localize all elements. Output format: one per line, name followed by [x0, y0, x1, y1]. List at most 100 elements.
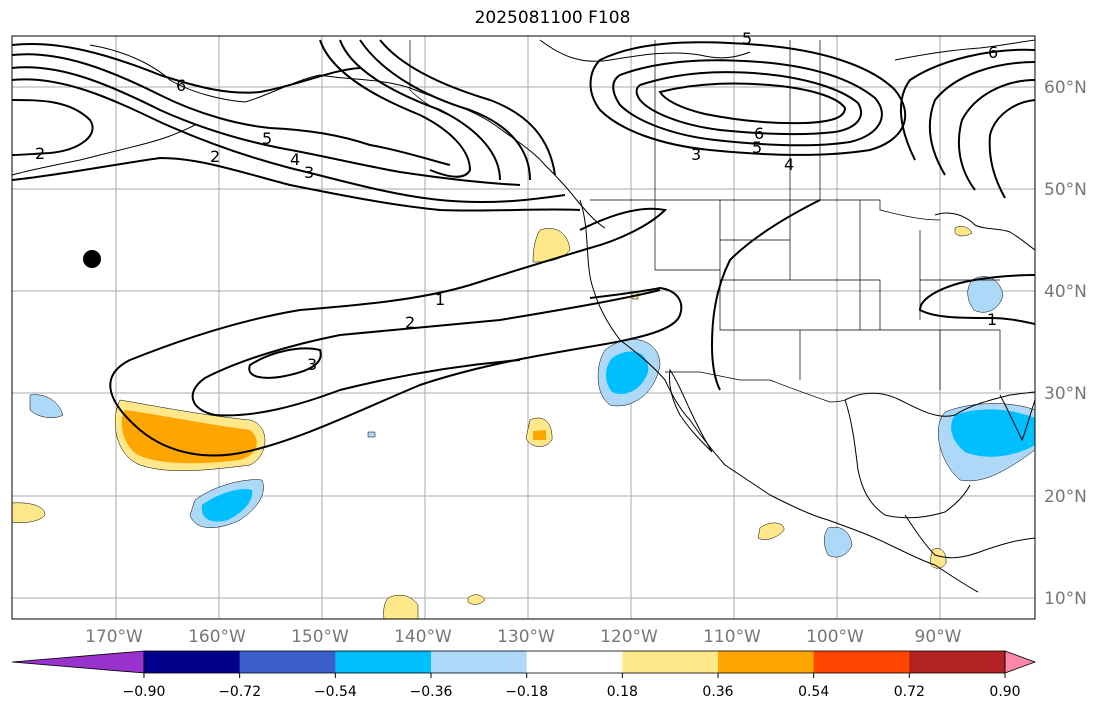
positive-anomaly-patch [532, 228, 571, 263]
contour-ring-canada-3 [589, 41, 907, 156]
colorbar-box [335, 651, 432, 673]
lon-label: 100°W [806, 627, 864, 647]
contour-label: 2 [210, 147, 220, 166]
negative-anomaly-core [951, 409, 1035, 457]
contour-label: 6 [988, 43, 998, 62]
north-america-west-coast [579, 199, 979, 593]
lat-label: 30°N [1044, 384, 1087, 404]
positive-anomaly-core [121, 410, 257, 464]
coastlines [11, 39, 1036, 593]
positive-anomaly-patch [954, 226, 973, 237]
colorbar-box [718, 651, 815, 673]
contour-line-5 [11, 53, 451, 166]
contour-label: 3 [304, 163, 314, 182]
colorbar-tick-label: 0.18 [607, 684, 638, 700]
canada-provinces [654, 40, 821, 200]
contour-label: 5 [262, 129, 272, 148]
contour-ring-north-pacific [319, 39, 556, 181]
positive-anomaly-patch [757, 522, 785, 540]
contour-ring-canada-4 [612, 59, 883, 147]
contour-label: 3 [691, 145, 701, 164]
lon-label: 90°W [915, 627, 962, 647]
baja-california [669, 368, 713, 453]
alaska-coast [89, 44, 606, 229]
contour-line-east-1 [918, 274, 1036, 325]
point-marker [83, 250, 101, 268]
contour-east-arcs [899, 48, 1036, 199]
contour-label: 3 [307, 355, 317, 374]
negative-anomaly-core [201, 489, 253, 522]
colorbar-tick-label: −0.72 [218, 684, 261, 700]
map-title: 2025081100 F108 [474, 8, 631, 28]
colorbar-tick-label: 0.36 [702, 684, 733, 700]
contour-label: 4 [290, 150, 300, 169]
aleutian-islands [11, 124, 196, 176]
colorbar-box [909, 651, 1006, 673]
lon-label: 150°W [291, 627, 349, 647]
lon-label: 130°W [497, 627, 555, 647]
contour-lines [11, 39, 1036, 457]
contour-ring-canada-5 [635, 71, 863, 136]
shading-layer [11, 226, 1036, 620]
colorbar-frame [143, 650, 1006, 674]
central-america [904, 514, 1036, 559]
contour-line-6 [11, 43, 361, 94]
negative-anomaly-patch [367, 431, 376, 438]
positive-anomaly-patch [11, 502, 46, 523]
lon-label: 160°W [188, 627, 246, 647]
mexico-east-coast [844, 399, 971, 519]
contour-label: 6 [176, 76, 186, 95]
florida [999, 394, 1036, 442]
colorbar-extend-low [11, 650, 145, 674]
latitude-labels: 60°N 50°N 40°N 30°N 20°N 10°N [1044, 78, 1087, 609]
political-borders [409, 40, 1001, 403]
colorbar-box [144, 651, 241, 673]
great-lakes [934, 212, 1036, 251]
lon-label: 110°W [703, 627, 761, 647]
hudson-bay-coast [894, 39, 1036, 61]
colorbar-tick-label: −0.90 [123, 684, 166, 700]
colorbar-box [813, 651, 910, 673]
contour-label: 2 [35, 144, 45, 163]
contour-ring-canada-6 [658, 82, 847, 125]
contour-line-2a [11, 99, 94, 156]
us-canada-border [590, 199, 941, 221]
colorbar: −0.90 −0.72 −0.54 −0.36 −0.18 0.18 0.36 0.54 0.7… [11, 650, 1037, 700]
canadian-arctic [539, 39, 751, 62]
lat-label: 50°N [1044, 180, 1087, 200]
lat-label: 10°N [1044, 589, 1087, 609]
colorbar-box [431, 651, 528, 673]
contour-label: 1 [987, 310, 997, 329]
map-area [12, 36, 1035, 619]
colorbar-extend-high [1004, 650, 1037, 674]
contour-label: 6 [754, 124, 764, 143]
colorbar-tick-label: −0.54 [314, 684, 357, 700]
lat-label: 20°N [1044, 487, 1087, 507]
colorbar-tick-label: −0.18 [505, 684, 548, 700]
positive-anomaly-core [533, 430, 546, 440]
map-frame [11, 35, 1036, 620]
contour-label: 2 [405, 313, 415, 332]
us-mexico-border [665, 371, 846, 403]
negative-anomaly-patch [824, 527, 853, 558]
contour-line-3-closed [248, 347, 322, 379]
colorbar-tick-label: −0.36 [410, 684, 453, 700]
longitude-labels: 170°W 160°W 150°W 140°W 130°W 120°W 110°… [85, 627, 962, 647]
lon-label: 120°W [600, 627, 658, 647]
contour-line-2c [191, 289, 661, 417]
contour-label: 5 [742, 29, 752, 48]
lon-label: 140°W [394, 627, 452, 647]
contour-line-4 [11, 66, 521, 186]
contour-line-1 [109, 207, 683, 457]
lat-label: 40°N [1044, 282, 1087, 302]
contour-line-3 [11, 78, 566, 204]
gulf-of-mexico-coast [844, 391, 1036, 417]
negative-anomaly-patch [29, 394, 64, 418]
contour-label: 5 [752, 138, 762, 157]
contour-line-2b [11, 156, 581, 212]
colorbar-box [622, 651, 719, 673]
contour-line-continental-1 [710, 199, 821, 391]
colorbar-tick-label: 0.90 [989, 684, 1020, 700]
positive-anomaly-patch [467, 594, 486, 605]
